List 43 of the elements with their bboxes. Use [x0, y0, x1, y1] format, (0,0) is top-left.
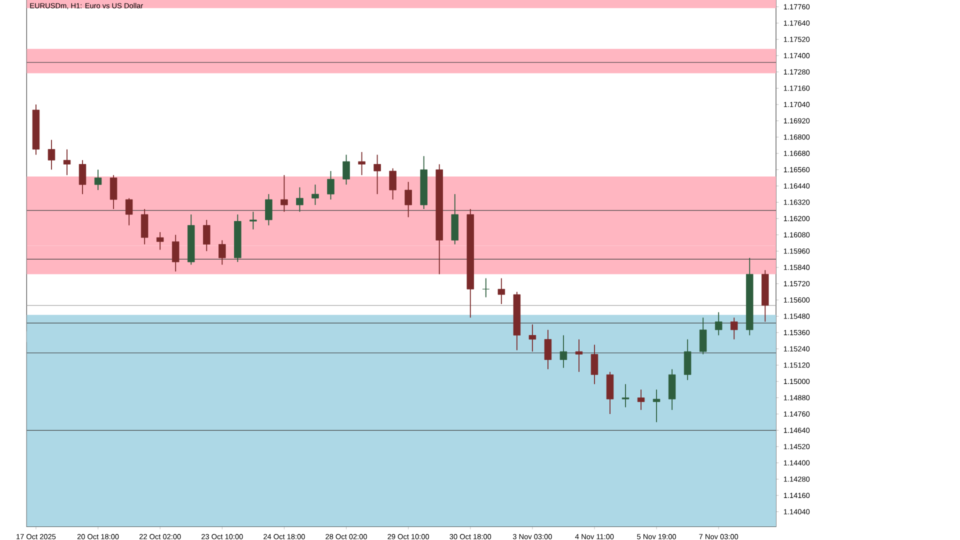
candlestick — [436, 164, 443, 275]
candlestick — [125, 198, 133, 226]
candlestick — [498, 278, 506, 305]
candlestick — [699, 317, 707, 355]
candlestick — [560, 334, 568, 368]
candlestick — [110, 174, 118, 210]
candlestick — [404, 181, 412, 218]
candlestick — [762, 270, 769, 322]
candlestick — [218, 240, 226, 266]
candlestick — [312, 184, 319, 206]
candlestick — [94, 169, 102, 191]
candlestick — [513, 291, 521, 351]
candlestick — [482, 278, 490, 298]
candlestick — [528, 324, 536, 352]
candlestick — [140, 208, 148, 245]
candlestick — [265, 194, 272, 226]
candlestick — [172, 234, 180, 272]
candlestick — [575, 338, 583, 372]
candlestick — [622, 384, 630, 408]
candlestick — [250, 211, 257, 230]
candlestick — [203, 219, 210, 252]
candlestick — [234, 214, 242, 262]
candlestick — [746, 257, 754, 336]
candlestick — [544, 329, 552, 370]
candlestick — [188, 214, 195, 266]
candlestick — [374, 154, 381, 195]
candlestick — [327, 170, 334, 200]
candlestick — [296, 186, 304, 212]
candlestick — [156, 232, 164, 250]
candlestick — [280, 174, 288, 212]
candlestick — [466, 208, 474, 318]
candlestick — [420, 156, 428, 210]
candlestick — [358, 152, 366, 176]
candlestick — [714, 312, 722, 336]
candlestick — [637, 389, 645, 410]
candlestick — [730, 317, 738, 340]
candlestick — [78, 160, 86, 195]
candlestick — [32, 104, 40, 156]
candlestick — [668, 368, 676, 410]
candlestick — [684, 338, 692, 381]
candlestick — [342, 154, 350, 186]
candlestick — [451, 194, 458, 245]
candlestick — [389, 168, 396, 200]
